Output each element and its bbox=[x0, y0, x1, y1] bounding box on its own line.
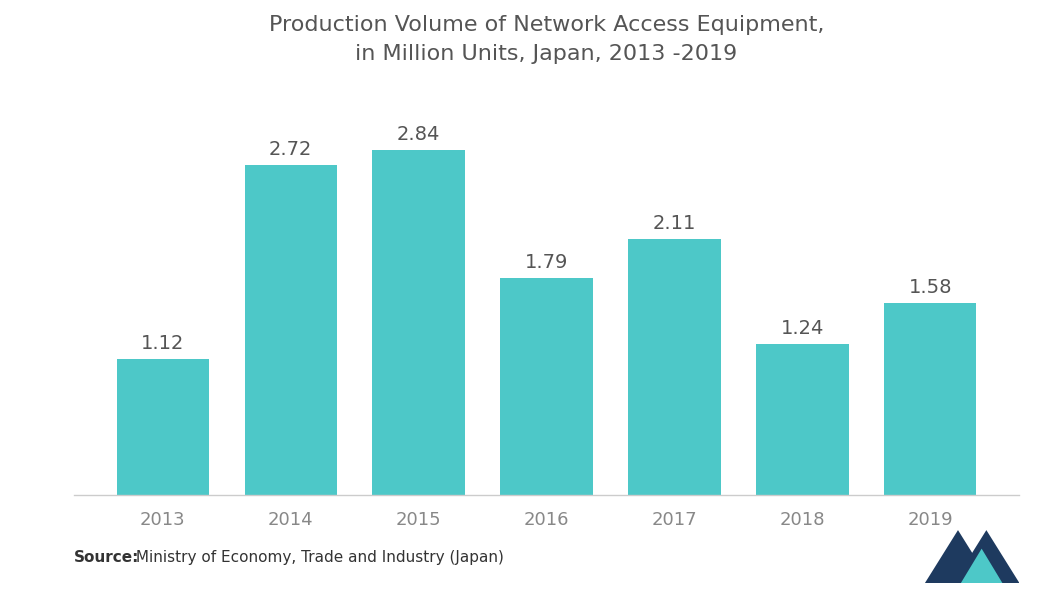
Bar bbox=[117, 359, 209, 495]
Bar bbox=[245, 165, 336, 495]
Title: Production Volume of Network Access Equipment,
in Million Units, Japan, 2013 -20: Production Volume of Network Access Equi… bbox=[269, 15, 824, 64]
Bar bbox=[500, 277, 593, 495]
Bar bbox=[628, 239, 721, 495]
Text: 1.79: 1.79 bbox=[524, 253, 569, 272]
Bar bbox=[884, 303, 976, 495]
Text: 2.84: 2.84 bbox=[397, 125, 440, 144]
Text: Ministry of Economy, Trade and Industry (Japan): Ministry of Economy, Trade and Industry … bbox=[131, 551, 504, 565]
Bar bbox=[757, 345, 848, 495]
Bar bbox=[372, 150, 465, 495]
Text: 2.72: 2.72 bbox=[269, 140, 312, 159]
Text: 1.12: 1.12 bbox=[141, 334, 184, 353]
Polygon shape bbox=[961, 549, 1003, 583]
Text: Source:: Source: bbox=[74, 551, 139, 565]
Text: 2.11: 2.11 bbox=[653, 214, 696, 233]
Polygon shape bbox=[953, 530, 1019, 583]
Text: 1.24: 1.24 bbox=[781, 319, 824, 338]
Text: 1.58: 1.58 bbox=[909, 278, 952, 297]
Polygon shape bbox=[925, 530, 991, 583]
